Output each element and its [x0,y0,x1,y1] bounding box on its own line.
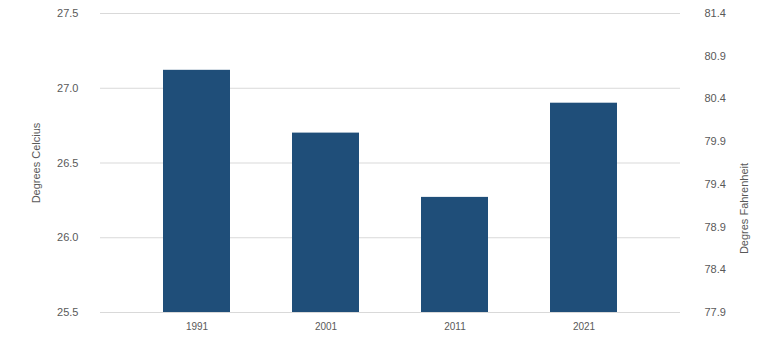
svg-text:77.9: 77.9 [705,306,726,318]
svg-text:Degrees Celcius: Degrees Celcius [30,122,42,203]
svg-text:79.9: 79.9 [705,135,726,147]
svg-text:Degres Fahrenheit: Degres Fahrenheit [738,163,750,254]
svg-text:27.0: 27.0 [57,82,78,94]
svg-text:78.4: 78.4 [705,263,726,275]
svg-text:26.5: 26.5 [57,157,78,169]
svg-text:80.4: 80.4 [705,92,726,104]
svg-text:25.5: 25.5 [57,306,78,318]
svg-text:2011: 2011 [444,321,466,332]
svg-text:80.9: 80.9 [705,50,726,62]
svg-text:26.0: 26.0 [57,231,78,243]
svg-text:78.9: 78.9 [705,221,726,233]
svg-text:79.4: 79.4 [705,178,726,190]
svg-text:27.5: 27.5 [57,7,78,19]
svg-text:2001: 2001 [315,321,338,332]
svg-text:2021: 2021 [573,321,596,332]
svg-text:1991: 1991 [186,321,209,332]
svg-text:81.4: 81.4 [705,7,726,19]
